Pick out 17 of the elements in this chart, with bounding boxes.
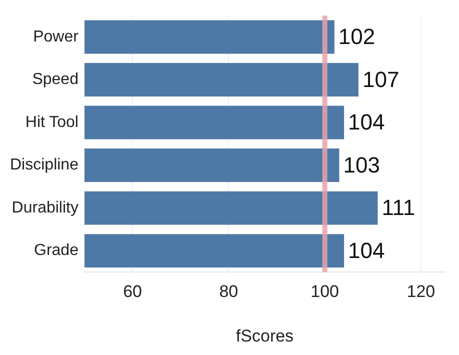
data-label: 111 xyxy=(382,195,416,220)
x-tick-label: 80 xyxy=(219,282,238,302)
x-axis-title: fScores xyxy=(236,326,294,346)
y-tick-label: Durability xyxy=(12,199,78,216)
y-tick-label: Power xyxy=(33,28,80,46)
data-label: 107 xyxy=(362,66,400,92)
data-label: 103 xyxy=(343,152,380,178)
y-tick-label: Grade xyxy=(34,242,79,260)
data-label: 102 xyxy=(338,24,376,50)
data-label: 104 xyxy=(348,110,385,135)
x-tick-label: 60 xyxy=(123,282,142,302)
y-tick-label: Discipline xyxy=(10,156,79,174)
data-label: 104 xyxy=(348,238,385,263)
y-tick-label: Hit Tool xyxy=(25,114,78,131)
x-tick-label: 100 xyxy=(310,282,340,302)
y-tick-label: Speed xyxy=(32,71,78,88)
x-tick-label: 120 xyxy=(406,282,436,302)
